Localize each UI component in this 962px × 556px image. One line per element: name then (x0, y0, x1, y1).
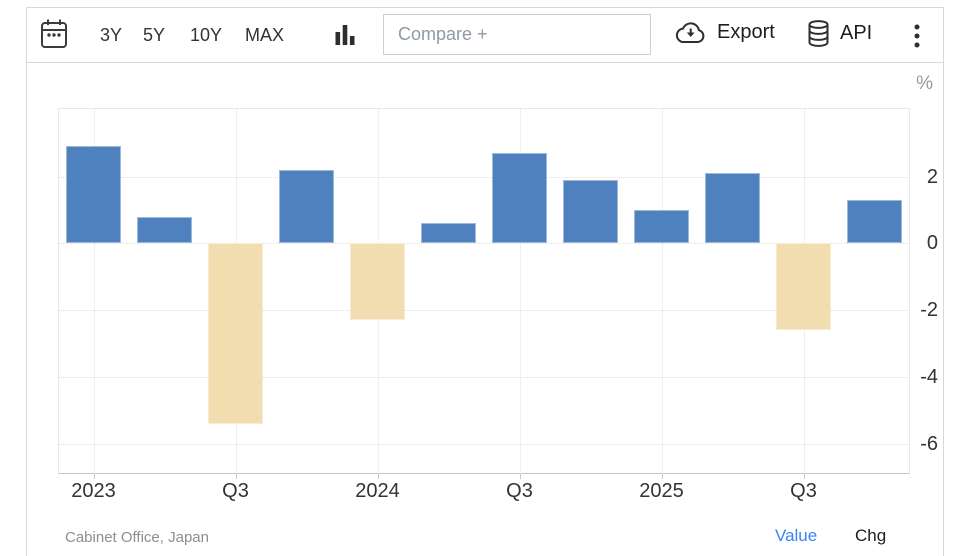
bar-2025-q1[interactable] (634, 209, 689, 244)
range-button-5y[interactable]: 5Y (143, 25, 166, 45)
bar-2023-q2[interactable] (137, 216, 192, 244)
range-button-max[interactable]: MAX (245, 25, 285, 45)
chart-panel: 3Y 5Y 10Y MAX Export (26, 7, 944, 556)
y-axis-label: 0 (926, 232, 938, 255)
y-axis-unit-label: % (916, 73, 933, 94)
y-gridline (58, 443, 910, 445)
bar-2024-q2[interactable] (421, 223, 476, 244)
x-gridline (519, 108, 521, 474)
calendar-icon[interactable] (40, 18, 68, 50)
bar-2025-q2[interactable] (705, 173, 760, 244)
y-axis-label: 2 (926, 165, 938, 188)
bar-2024-q3[interactable] (492, 153, 547, 244)
range-button-10y[interactable]: 10Y (190, 25, 223, 45)
x-axis-tick (661, 474, 663, 479)
cloud-download-icon (675, 21, 706, 44)
x-axis-label: 2024 (355, 480, 400, 502)
bar-2024-q4[interactable] (563, 179, 618, 244)
bar-2023-q1[interactable] (66, 146, 121, 244)
chart-area: 2 0 -2 -4 -6 2023 Q3 2024 Q3 2025 Q3 % Cabinet Off… (27, 63, 943, 556)
bar-2025-q4[interactable] (847, 199, 902, 244)
x-axis-tick (519, 474, 521, 479)
y-axis-label: -4 (920, 366, 938, 389)
x-axis-label: 2023 (71, 480, 116, 502)
bar-2025-q3[interactable] (776, 243, 831, 331)
compare-input[interactable] (383, 14, 651, 55)
x-gridline (661, 108, 663, 474)
plot: 2 0 -2 -4 -6 2023 Q3 2024 Q3 2025 Q3 (27, 63, 943, 556)
x-axis-tick (377, 474, 379, 479)
bar-2023-q3[interactable] (208, 243, 263, 424)
y-gridline (58, 310, 910, 312)
y-axis-label: -6 (920, 432, 938, 455)
range-button-3y[interactable]: 3Y (100, 25, 123, 45)
api-label: API (840, 22, 873, 44)
y-gridline (58, 243, 910, 245)
export-label: Export (717, 21, 775, 43)
chart-toolbar: 3Y 5Y 10Y MAX Export (27, 8, 943, 63)
x-gridline (93, 108, 95, 474)
chg-toggle[interactable]: Chg (855, 526, 887, 545)
column-chart-icon[interactable] (335, 22, 355, 46)
value-toggle[interactable]: Value (775, 526, 818, 545)
kebab-menu-icon[interactable] (911, 23, 923, 49)
x-axis-label: Q3 (506, 480, 533, 502)
y-gridline (58, 377, 910, 379)
x-axis-label: Q3 (222, 480, 249, 502)
x-axis-tick (93, 474, 95, 479)
plot-frame (58, 108, 910, 474)
api-button[interactable]: API (808, 20, 872, 47)
bar-2024-q1[interactable] (350, 243, 405, 321)
y-gridline (58, 176, 910, 178)
database-icon (808, 20, 829, 47)
export-button[interactable]: Export (675, 21, 775, 44)
x-axis-label: Q3 (790, 480, 817, 502)
x-axis-tick (235, 474, 237, 479)
source-label: Cabinet Office, Japan (65, 529, 209, 546)
x-axis-label: 2025 (639, 480, 684, 502)
y-axis-label: -2 (920, 299, 938, 322)
bar-2023-q4[interactable] (279, 169, 334, 244)
x-axis-tick (803, 474, 805, 479)
